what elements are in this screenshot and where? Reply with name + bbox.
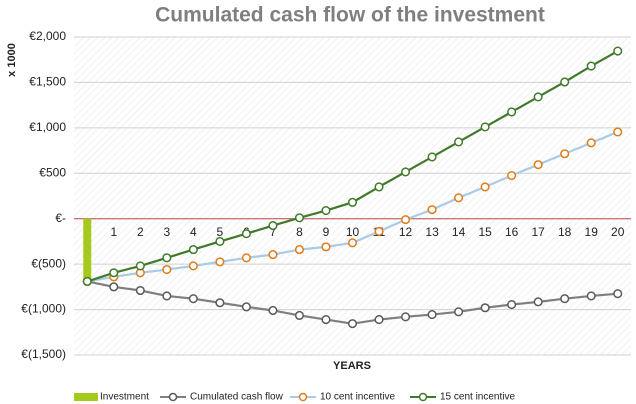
x-tick-label: 15	[478, 225, 492, 239]
marker	[613, 46, 623, 56]
marker	[82, 276, 92, 286]
x-tick-label: 14	[452, 225, 466, 239]
y-axis-title: x 1000	[6, 43, 18, 77]
legend-marker	[298, 392, 308, 402]
marker	[400, 167, 411, 177]
marker	[215, 298, 225, 308]
bar	[83, 218, 92, 282]
marker	[454, 193, 464, 203]
marker	[586, 138, 596, 148]
marker	[374, 226, 384, 236]
x-tick-label: 18	[558, 225, 572, 239]
legend-label: Cumulated cash flow	[190, 392, 284, 403]
marker	[427, 152, 437, 162]
marker	[321, 315, 331, 325]
marker	[586, 291, 596, 301]
marker	[162, 253, 172, 263]
x-tick-label: 13	[425, 225, 439, 239]
marker	[135, 285, 145, 296]
y-tick-label: €(1,000)	[21, 302, 66, 316]
marker	[162, 265, 172, 275]
marker	[215, 257, 225, 267]
y-tick-label: €(1,500)	[21, 347, 66, 361]
marker	[241, 229, 251, 239]
marker	[613, 127, 623, 137]
marker	[533, 297, 543, 307]
legend-label: Investment	[100, 392, 149, 403]
marker	[480, 303, 490, 313]
marker	[268, 220, 278, 231]
legend-swatch	[74, 393, 98, 401]
marker	[454, 137, 464, 147]
marker	[294, 213, 305, 223]
marker	[533, 160, 543, 170]
x-tick-label: 1	[110, 225, 117, 239]
marker	[400, 215, 411, 225]
marker	[586, 61, 596, 71]
chart-title: Cumulated cash flow of the investment	[155, 4, 545, 27]
marker	[294, 245, 305, 255]
marker	[560, 294, 570, 304]
x-tick-label: 3	[163, 225, 170, 239]
marker	[347, 197, 358, 207]
marker	[454, 307, 464, 317]
marker	[321, 205, 331, 216]
marker	[294, 310, 305, 321]
marker	[560, 77, 570, 87]
x-tick-label: 17	[531, 225, 545, 239]
marker	[347, 238, 358, 248]
marker	[268, 250, 278, 260]
legend-label: 15 cent incentive	[440, 392, 515, 403]
y-tick-label: €2,000	[29, 29, 66, 43]
legend-marker	[168, 392, 178, 402]
marker	[507, 107, 517, 117]
x-tick-label: 4	[190, 225, 197, 239]
marker	[241, 302, 251, 312]
marker	[480, 182, 490, 192]
y-tick-label: €1,000	[29, 120, 66, 134]
marker	[135, 261, 145, 271]
x-tick-label: 12	[399, 225, 413, 239]
y-tick-label: €500	[39, 165, 66, 179]
marker	[215, 236, 225, 246]
marker	[427, 310, 437, 320]
x-tick-label: 16	[505, 225, 519, 239]
x-tick-label: 8	[296, 225, 303, 239]
marker	[188, 245, 198, 255]
marker	[400, 312, 411, 322]
marker	[162, 291, 172, 301]
marker	[560, 149, 570, 159]
marker	[427, 205, 437, 215]
marker	[613, 289, 623, 299]
x-tick-label: 19	[585, 225, 599, 239]
marker	[188, 261, 198, 271]
x-tick-label: 7	[270, 225, 277, 239]
marker	[188, 294, 198, 304]
legend-marker	[418, 392, 428, 402]
legend-label: 10 cent incentive	[320, 392, 395, 403]
x-tick-label: 20	[611, 225, 625, 239]
marker	[268, 305, 278, 316]
marker	[321, 242, 331, 252]
plot-area	[74, 37, 631, 355]
marker	[480, 122, 490, 132]
x-tick-label: 5	[217, 225, 224, 239]
marker	[109, 268, 119, 278]
y-tick-label: €-	[55, 211, 66, 225]
x-axis-title: YEARS	[333, 360, 371, 372]
marker	[507, 300, 517, 310]
y-tick-label: €(500)	[31, 256, 66, 270]
y-tick-label: €1,500	[29, 75, 66, 89]
marker	[507, 171, 517, 181]
marker	[374, 315, 384, 325]
marker	[374, 182, 384, 192]
marker	[347, 319, 358, 329]
x-tick-label: 10	[346, 225, 360, 239]
x-tick-label: 9	[323, 225, 330, 239]
marker	[533, 92, 543, 102]
x-tick-label: 2	[137, 225, 144, 239]
marker	[241, 253, 251, 263]
marker	[109, 282, 119, 292]
